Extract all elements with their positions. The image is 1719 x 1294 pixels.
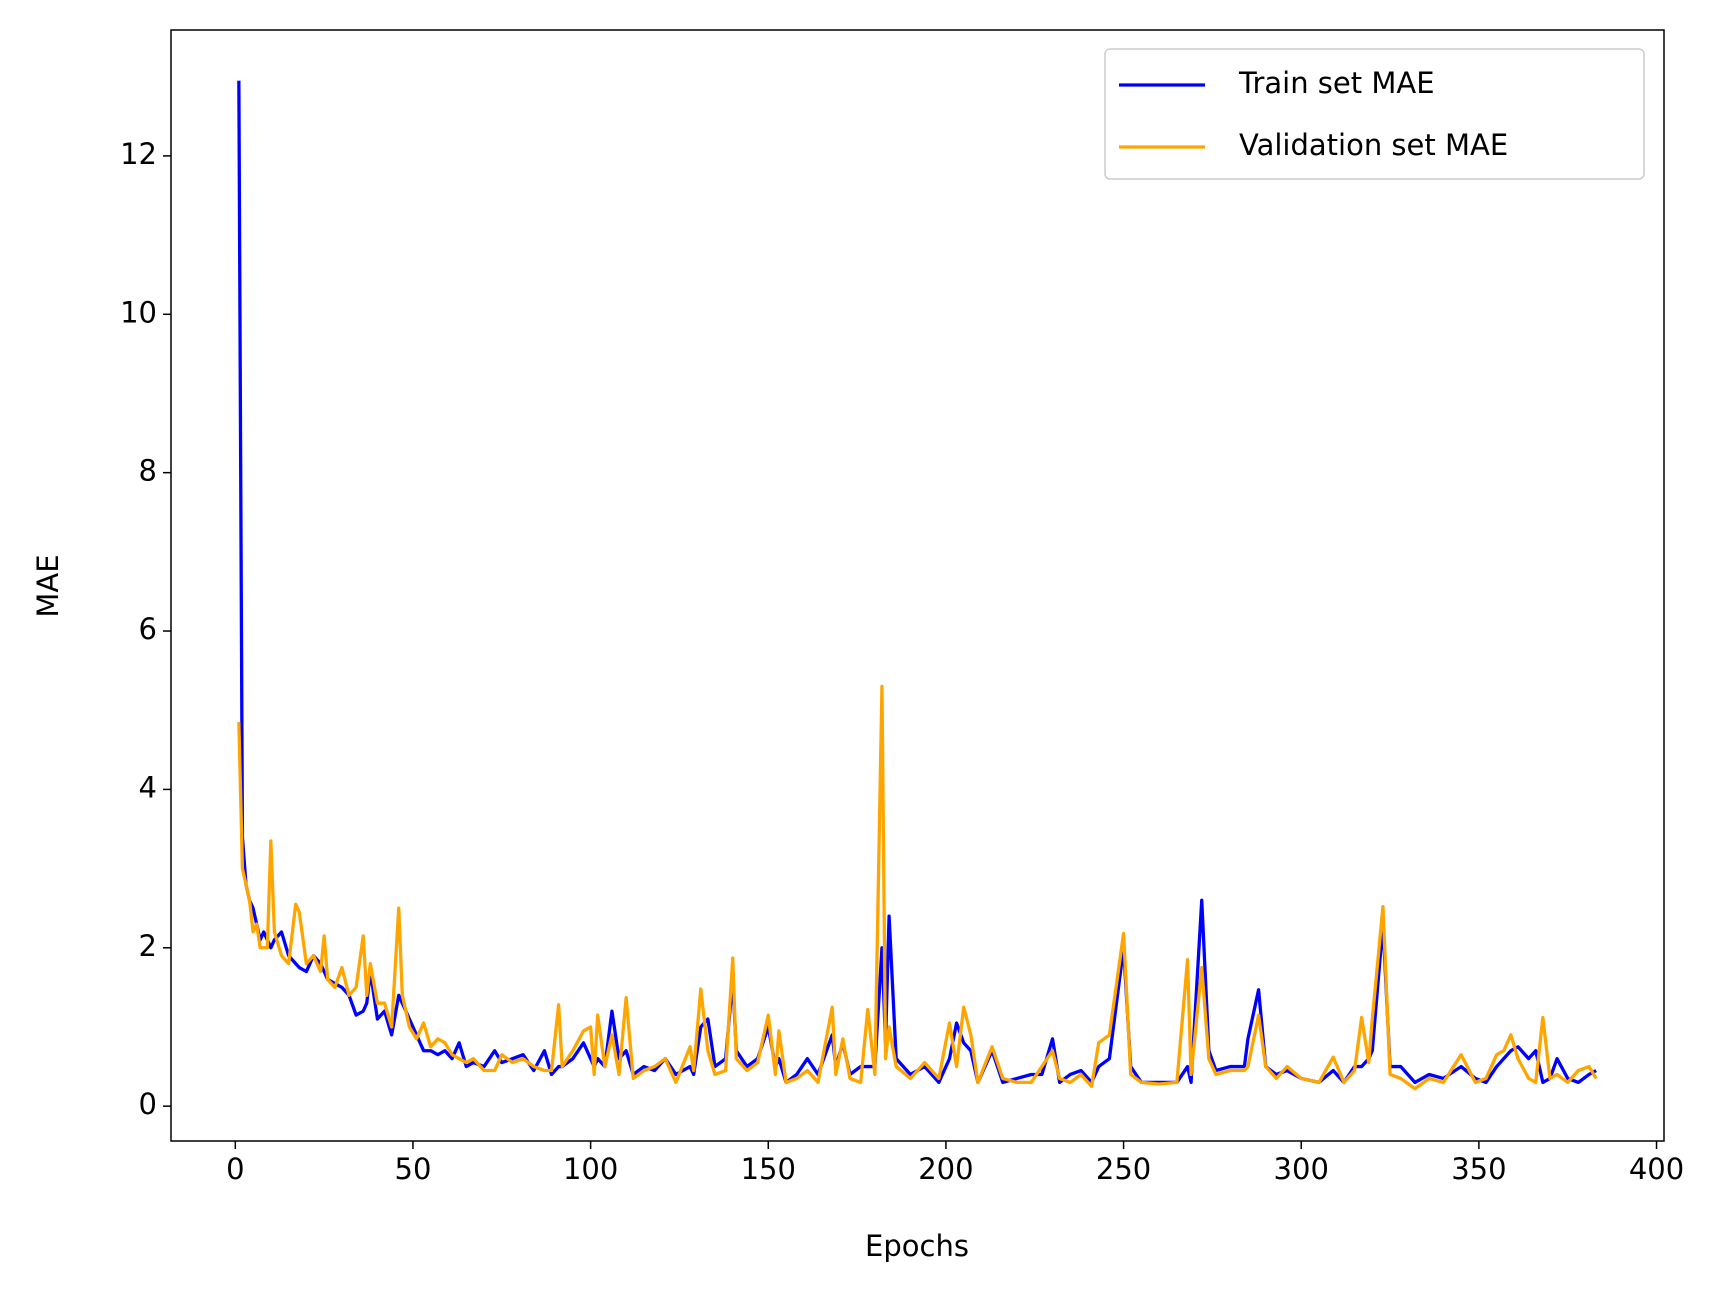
y-tick-label: 12	[120, 137, 157, 171]
y-tick-label: 2	[139, 929, 157, 963]
x-tick-label: 300	[1274, 1152, 1329, 1186]
plot-frame	[170, 29, 1665, 1142]
x-tick-label: 250	[1096, 1152, 1151, 1186]
x-tick-label: 150	[741, 1152, 796, 1186]
x-tick-label: 0	[226, 1152, 244, 1186]
x-tick-label: 100	[563, 1152, 618, 1186]
x-tick-label: 50	[395, 1152, 432, 1186]
y-tick-label: 6	[139, 612, 157, 646]
legend-label: Validation set MAE	[1239, 128, 1508, 162]
x-tick-label: 350	[1451, 1152, 1506, 1186]
y-tick-label: 4	[139, 770, 157, 804]
legend-box	[1104, 48, 1645, 180]
y-axis-label: MAE	[31, 554, 65, 617]
x-tick-label: 200	[918, 1152, 973, 1186]
y-tick-label: 10	[120, 295, 157, 329]
y-tick-label: 0	[139, 1087, 157, 1121]
x-tick-label: 400	[1629, 1152, 1684, 1186]
line-series	[237, 684, 1598, 1091]
x-axis-label: Epochs	[865, 1229, 969, 1263]
y-tick-label: 8	[139, 454, 157, 488]
legend-label: Train set MAE	[1238, 66, 1435, 100]
line-series	[237, 80, 1597, 1085]
